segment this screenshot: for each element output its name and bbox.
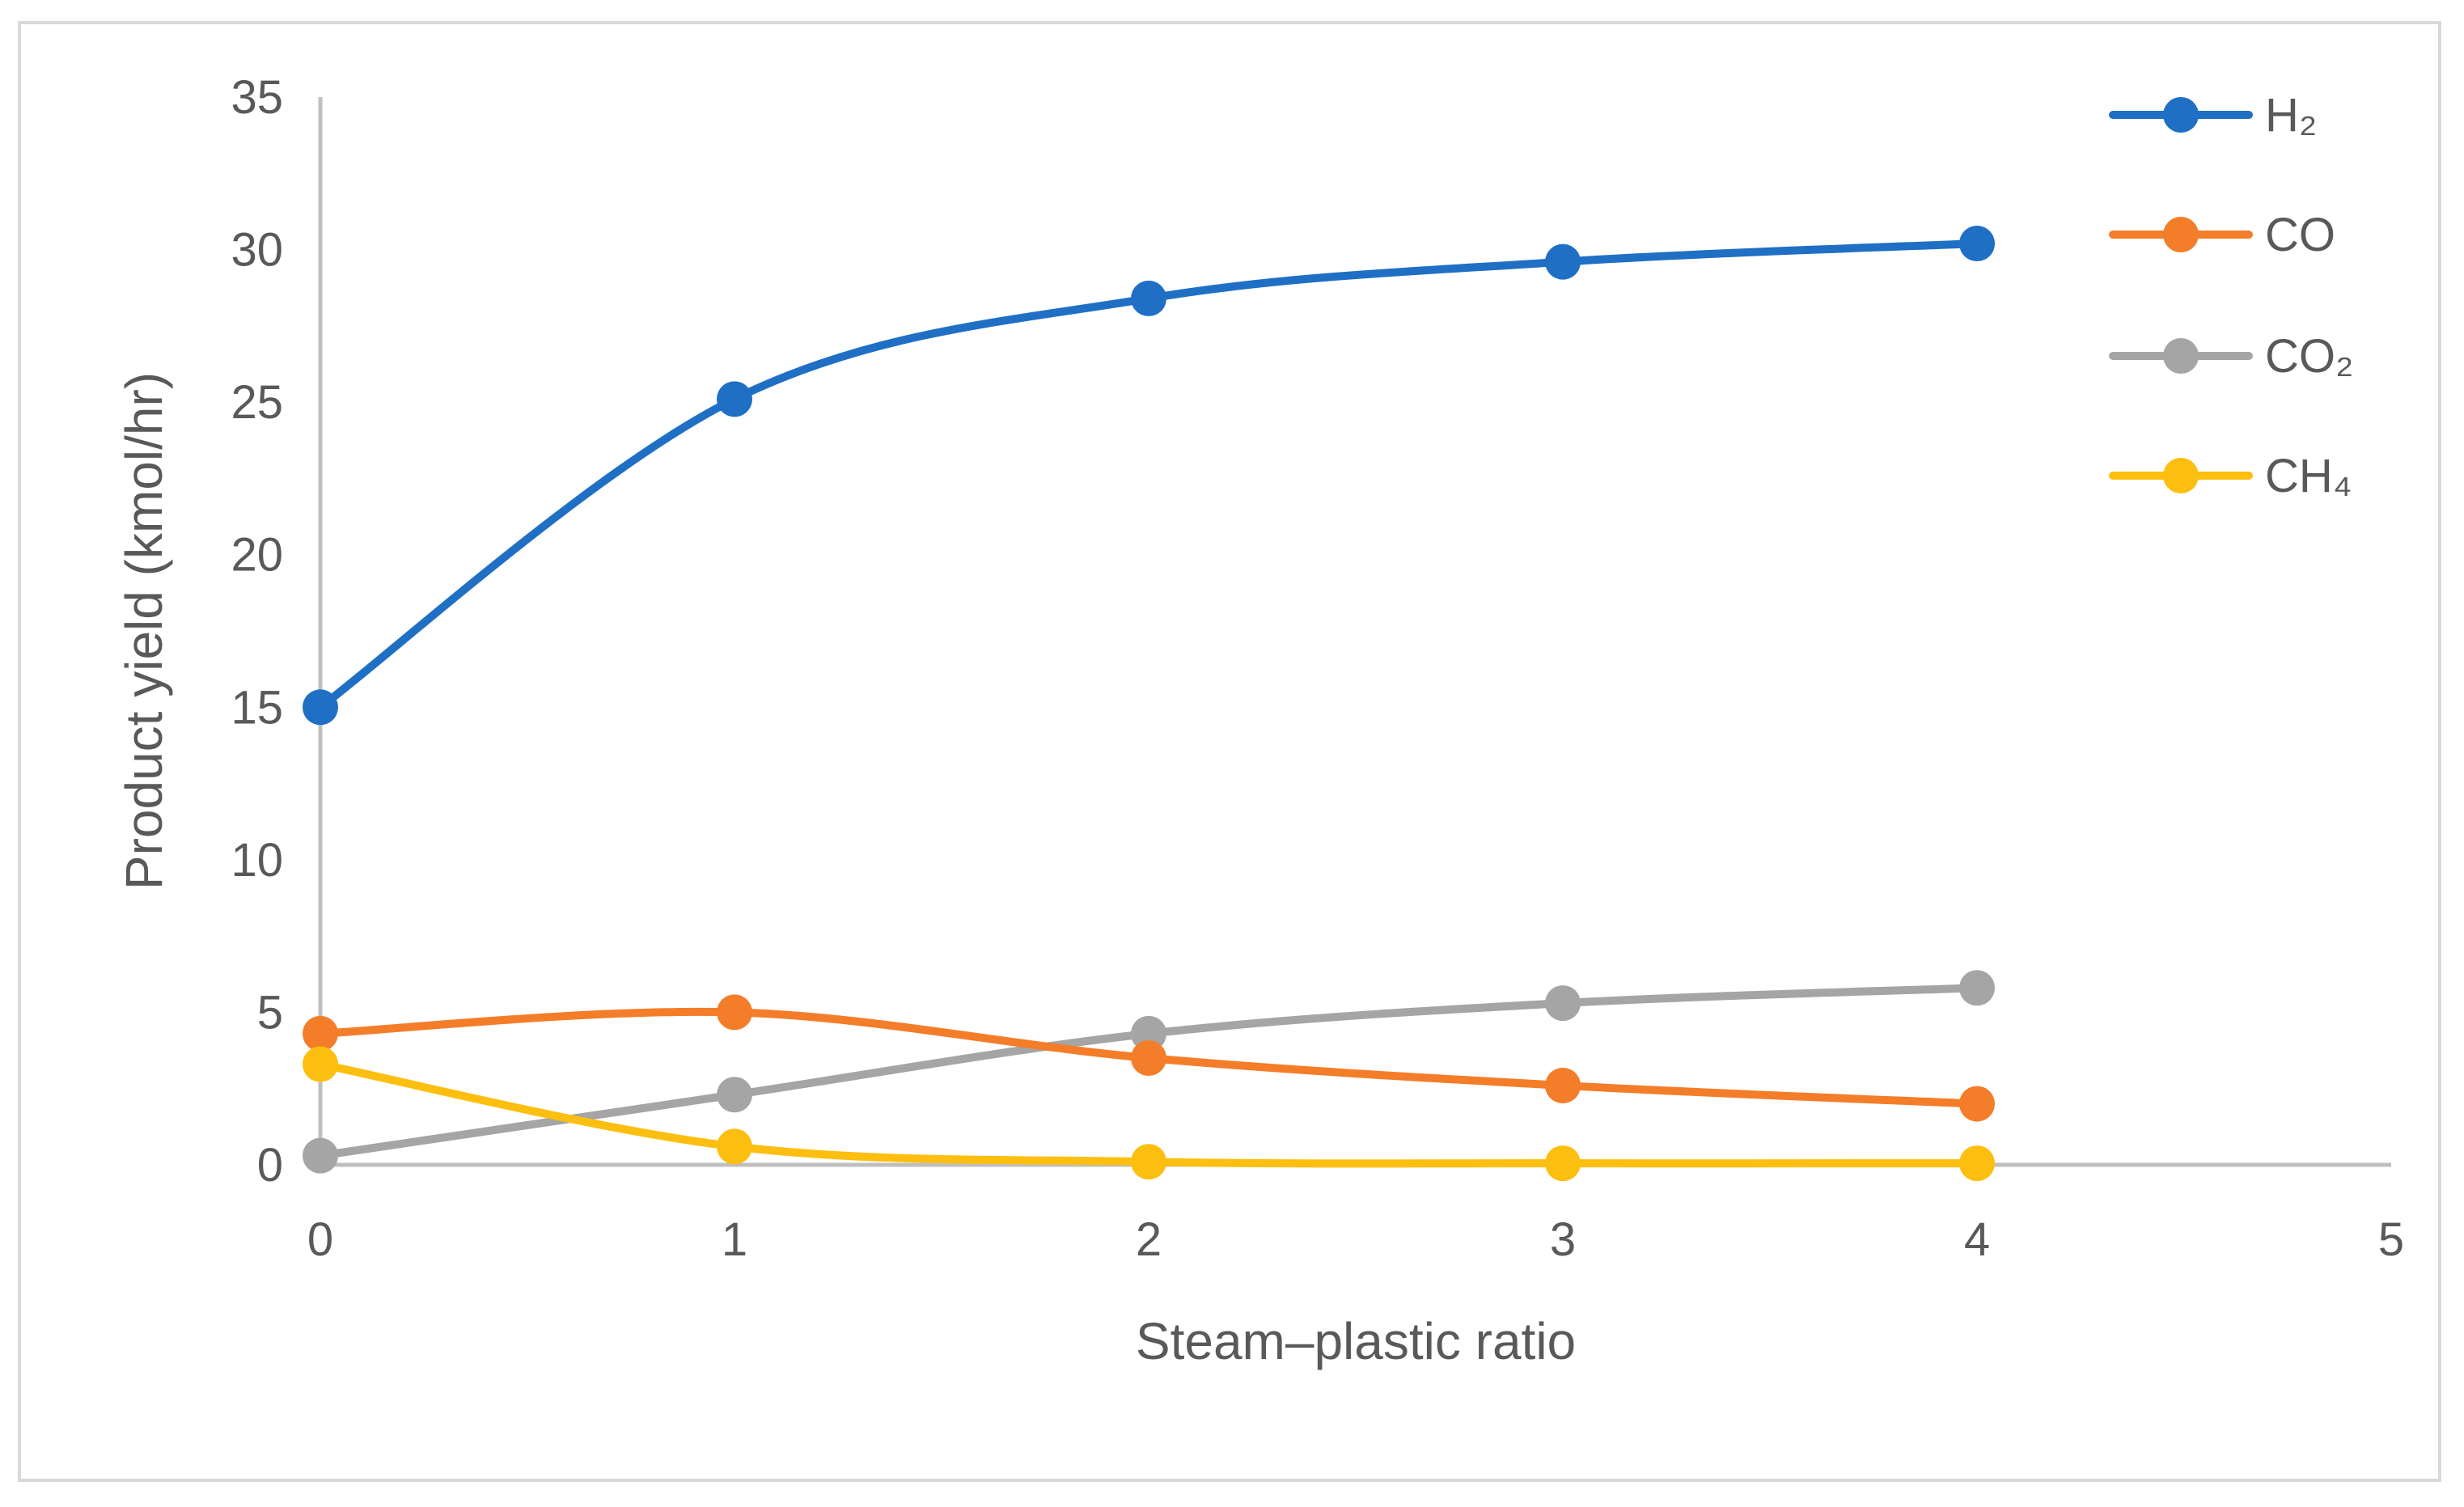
series-layer [303, 226, 1995, 1182]
legend-label: CO₂ [2265, 330, 2354, 383]
data-point [1545, 1145, 1581, 1182]
y-tick-label: 5 [257, 986, 283, 1039]
data-point [303, 1046, 338, 1082]
legend-marker [2163, 458, 2199, 493]
x-axis-title: Steam–plastic ratio [1136, 1312, 1576, 1370]
legend-marker [2163, 217, 2199, 252]
data-point [1131, 1015, 1166, 1052]
legend-label: CO [2265, 209, 2335, 261]
legend-entry: CO [2109, 209, 2335, 261]
x-tick-label: 0 [307, 1213, 333, 1266]
data-point [1131, 1040, 1166, 1076]
data-point [717, 1077, 752, 1113]
data-point [717, 381, 752, 417]
x-tick-label: 4 [1964, 1213, 1990, 1266]
y-axis-title: Product yield (kmol/hr) [115, 372, 173, 890]
y-tick-label: 10 [231, 834, 283, 887]
data-point [1959, 226, 1995, 262]
series-0 [303, 226, 1995, 726]
x-tick-label: 3 [1550, 1213, 1576, 1266]
y-tick-label: 25 [231, 376, 283, 429]
data-point [1545, 985, 1581, 1022]
y-tick-label: 30 [231, 224, 283, 277]
data-point [303, 1015, 338, 1052]
legend-entry: CO₂ [2109, 330, 2354, 383]
legend-marker [2163, 338, 2199, 374]
y-tick-label: 15 [231, 681, 283, 734]
data-point [303, 689, 338, 726]
data-point [717, 1128, 752, 1165]
data-point [1131, 1144, 1166, 1180]
x-tick-label: 5 [2378, 1213, 2404, 1266]
series-3 [303, 1046, 1995, 1182]
series-2 [303, 970, 1995, 1174]
data-point [1545, 243, 1581, 280]
y-tick-label: 20 [231, 529, 283, 582]
x-tick-label: 2 [1136, 1213, 1162, 1266]
series-1 [303, 994, 1995, 1122]
data-point [1959, 970, 1995, 1006]
legend-marker [2163, 97, 2199, 133]
chart-frame [18, 21, 2441, 1482]
data-point [1959, 1145, 1995, 1182]
x-tick-label: 1 [722, 1213, 747, 1266]
data-point [303, 1137, 338, 1174]
legend-label: H₂ [2265, 89, 2317, 142]
legend-entry: H₂ [2109, 89, 2317, 142]
x-tick-labels: 0 1 2 3 4 5 [307, 1213, 2404, 1266]
y-tick-labels: 0 5 10 15 20 25 30 35 [231, 71, 283, 1192]
y-tick-label: 0 [257, 1139, 283, 1192]
legend-entry: CH₄ [2109, 450, 2352, 502]
data-point [1131, 280, 1166, 316]
axes [318, 97, 2391, 1167]
legend-label: CH₄ [2265, 450, 2352, 502]
legend: H₂ CO CO₂ CH₄ [2109, 89, 2354, 502]
y-tick-label: 35 [231, 71, 283, 124]
data-point [1959, 1086, 1995, 1122]
data-point [1545, 1067, 1581, 1103]
data-point [717, 994, 752, 1031]
